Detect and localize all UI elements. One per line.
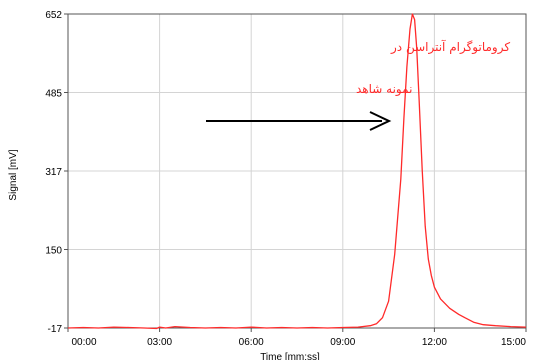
x-tick-label: 03:00 — [147, 337, 172, 348]
y-tick-label: -17 — [48, 324, 63, 335]
annotation-line-2: نمونه شاهد — [356, 82, 412, 97]
y-tick-label: 485 — [45, 89, 62, 100]
x-tick-label: 00:00 — [71, 337, 96, 348]
y-axis-ticks: -17 150 317 485 652 — [45, 10, 68, 335]
x-tick-label: 12:00 — [422, 337, 447, 348]
y-tick-label: 652 — [45, 10, 62, 21]
x-tick-label: 06:00 — [239, 337, 264, 348]
y-tick-label: 317 — [45, 167, 62, 178]
x-tick-label: 09:00 — [330, 337, 355, 348]
x-axis-ticks: 00:00 03:00 06:00 09:00 12:00 15:00 — [67, 328, 527, 348]
y-tick-label: 150 — [45, 246, 62, 257]
series-layer — [67, 13, 527, 330]
grid-lines — [68, 14, 526, 328]
annotation-arrow — [206, 111, 392, 131]
x-tick-label: 15:00 — [501, 337, 526, 348]
series-line — [67, 13, 527, 330]
annotation-line-1: کروماتوگرام آنتراسن در — [390, 39, 510, 55]
x-axis-title: Time [mm:ss] — [260, 352, 320, 360]
y-axis-title: Signal [mV] — [8, 149, 19, 200]
